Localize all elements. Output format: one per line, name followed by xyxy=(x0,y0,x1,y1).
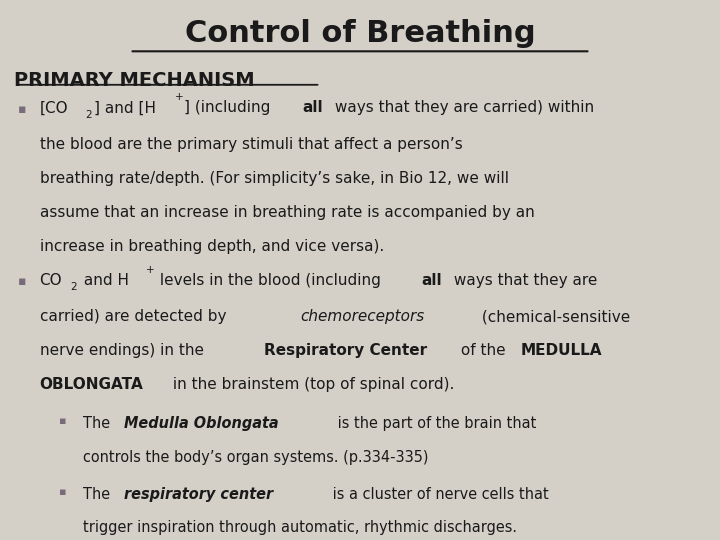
Text: [CO: [CO xyxy=(40,100,68,116)
Text: assume that an increase in breathing rate is accompanied by an: assume that an increase in breathing rat… xyxy=(40,205,534,220)
Text: +: + xyxy=(146,265,155,275)
Text: and H: and H xyxy=(79,273,129,288)
Text: is a cluster of nerve cells that: is a cluster of nerve cells that xyxy=(328,487,549,502)
Text: Medulla Oblongata: Medulla Oblongata xyxy=(124,416,279,431)
Text: ▪: ▪ xyxy=(18,103,27,116)
Text: ] and [H: ] and [H xyxy=(94,100,156,116)
Text: in the brainstem (top of spinal cord).: in the brainstem (top of spinal cord). xyxy=(168,377,454,393)
Text: increase in breathing depth, and vice versa).: increase in breathing depth, and vice ve… xyxy=(40,239,384,254)
Text: controls the body’s organ systems. (p.334-335): controls the body’s organ systems. (p.33… xyxy=(83,450,428,465)
Text: breathing rate/depth. (For simplicity’s sake, in Bio 12, we will: breathing rate/depth. (For simplicity’s … xyxy=(40,171,508,186)
Text: all: all xyxy=(421,273,442,288)
Text: The: The xyxy=(83,487,114,502)
Text: ] (including: ] (including xyxy=(184,100,275,116)
Text: ▪: ▪ xyxy=(59,487,66,497)
Text: ▪: ▪ xyxy=(59,416,66,427)
Text: OBLONGATA: OBLONGATA xyxy=(40,377,143,393)
Text: is the part of the brain that: is the part of the brain that xyxy=(333,416,536,431)
Text: of the: of the xyxy=(456,343,510,359)
Text: +: + xyxy=(175,92,184,102)
Text: ways that they are: ways that they are xyxy=(449,273,597,288)
Text: The: The xyxy=(83,416,114,431)
Text: PRIMARY MECHANISM: PRIMARY MECHANISM xyxy=(14,71,255,90)
Text: 2: 2 xyxy=(85,110,91,120)
Text: MEDULLA: MEDULLA xyxy=(521,343,602,359)
Text: nerve endings) in the: nerve endings) in the xyxy=(40,343,209,359)
Text: all: all xyxy=(302,100,323,116)
Text: carried) are detected by: carried) are detected by xyxy=(40,309,231,325)
Text: trigger inspiration through automatic, rhythmic discharges.: trigger inspiration through automatic, r… xyxy=(83,520,517,535)
Text: ▪: ▪ xyxy=(18,275,27,288)
Text: levels in the blood (including: levels in the blood (including xyxy=(155,273,385,288)
Text: Respiratory Center: Respiratory Center xyxy=(264,343,428,359)
Text: Control of Breathing: Control of Breathing xyxy=(185,19,535,48)
Text: 2: 2 xyxy=(70,282,76,293)
Text: the blood are the primary stimuli that affect a person’s: the blood are the primary stimuli that a… xyxy=(40,137,462,152)
Text: respiratory center: respiratory center xyxy=(124,487,273,502)
Text: chemoreceptors: chemoreceptors xyxy=(300,309,425,325)
Text: ways that they are carried) within: ways that they are carried) within xyxy=(330,100,594,116)
Text: CO: CO xyxy=(40,273,62,288)
Text: (chemical-sensitive: (chemical-sensitive xyxy=(477,309,630,325)
